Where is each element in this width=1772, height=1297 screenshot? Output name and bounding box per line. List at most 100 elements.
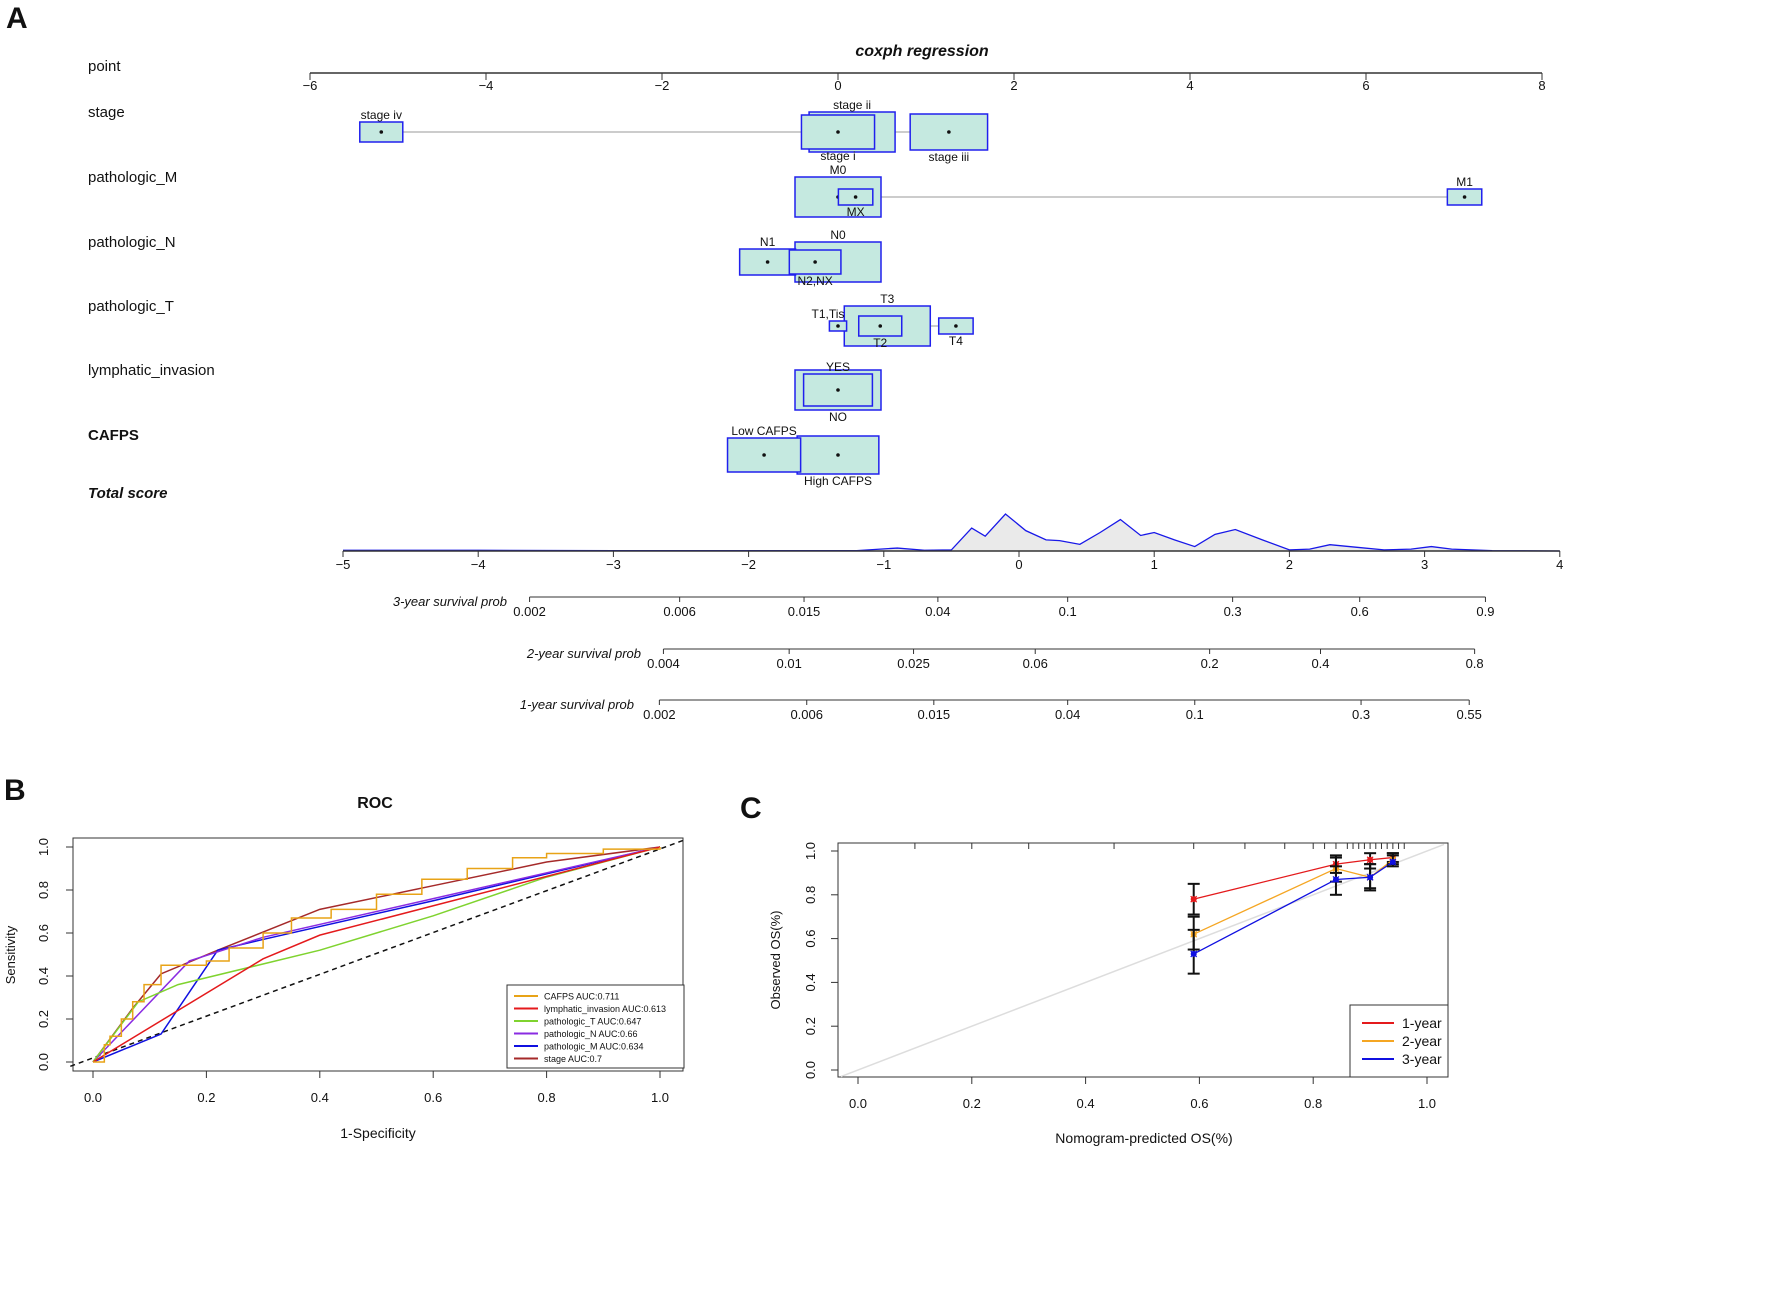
variable-label: pathologic_N (88, 234, 176, 251)
cal-x-marker (1366, 873, 1374, 881)
roc-legend-label: pathologic_T AUC:0.647 (544, 1017, 641, 1027)
level-label: M0 (830, 163, 847, 177)
roc-x-label: 1-Specificity (340, 1125, 415, 1141)
level-label: T3 (880, 292, 894, 306)
roc-x-tick-label: 0.6 (424, 1090, 442, 1105)
point-axis-label: point (88, 58, 121, 75)
cal-x-label: Nomogram-predicted OS(%) (1055, 1130, 1232, 1146)
level-label: Low CAFPS (731, 424, 796, 438)
survival-tick-label: 0.025 (897, 656, 930, 671)
roc-y-tick-label: 0.0 (36, 1053, 51, 1071)
cal-x-marker (1366, 856, 1374, 864)
level-point (836, 324, 840, 328)
level-label: High CAFPS (804, 474, 872, 488)
survival-tick-label: 0.015 (918, 707, 951, 722)
nomogram-title: coxph regression (855, 43, 989, 60)
cal-x-marker (1190, 950, 1198, 958)
variable-label: pathologic_M (88, 169, 177, 186)
density-curve (343, 513, 1560, 552)
survival-tick-label: 0.3 (1352, 707, 1370, 722)
level-label: T4 (949, 334, 963, 348)
point-axis-tick-label: −2 (655, 78, 670, 93)
survival-tick-label: 0.1 (1186, 707, 1204, 722)
roc-legend-label: pathologic_N AUC:0.66 (544, 1029, 638, 1039)
cal-y-label: Observed OS(%) (768, 911, 783, 1010)
level-label: stage ii (833, 98, 871, 112)
cal-y-tick-label: 0.4 (803, 973, 818, 991)
survival-tick-label: 0.01 (777, 656, 802, 671)
variable-label: stage (88, 104, 125, 121)
roc-x-tick-label: 0.0 (84, 1090, 102, 1105)
survival-tick-label: 0.002 (513, 604, 546, 619)
point-axis-tick-label: 0 (834, 78, 841, 93)
roc-x-tick-label: 0.2 (197, 1090, 215, 1105)
level-point (853, 195, 858, 199)
survival-tick-label: 0.9 (1476, 604, 1494, 619)
cal-line (1193, 859, 1394, 935)
cal-y-tick-label: 0.2 (803, 1017, 818, 1035)
cal-x-tick-label: 0.0 (849, 1096, 867, 1111)
roc-legend-label: CAFPS AUC:0.711 (544, 992, 619, 1002)
point-axis-tick-label: −4 (479, 78, 494, 93)
level-point (954, 324, 958, 328)
total-score-tick-label: 4 (1556, 557, 1563, 572)
total-score-tick-label: 3 (1421, 557, 1428, 572)
variable-label: lymphatic_invasion (88, 362, 215, 379)
cal-x-tick-label: 0.4 (1077, 1096, 1095, 1111)
point-axis-tick-label: −6 (303, 78, 318, 93)
roc-title: ROC (357, 795, 393, 812)
level-point (813, 260, 817, 264)
cal-legend-label: 3-year (1402, 1051, 1442, 1067)
cal-x-marker (1190, 895, 1198, 903)
cal-ideal-line (840, 843, 1445, 1078)
level-label: N0 (830, 228, 846, 242)
point-axis-tick-label: 8 (1538, 78, 1545, 93)
total-score-tick-label: −4 (471, 557, 486, 572)
total-score-label: Total score (88, 485, 167, 502)
cal-x-tick-label: 1.0 (1418, 1096, 1436, 1111)
survival-tick-label: 0.04 (1055, 707, 1080, 722)
survival-tick-label: 0.006 (663, 604, 696, 619)
cal-line (1193, 856, 1393, 900)
roc-y-tick-label: 0.6 (36, 924, 51, 942)
total-score-tick-label: 1 (1151, 557, 1158, 572)
roc-legend-label: lymphatic_invasion AUC:0.613 (544, 1004, 666, 1014)
level-label: NO (829, 410, 847, 424)
total-score-tick-label: −3 (606, 557, 621, 572)
survival-tick-label: 0.006 (790, 707, 823, 722)
survival-tick-label: 0.004 (647, 656, 680, 671)
level-point (947, 130, 951, 134)
level-point (836, 388, 840, 392)
level-label: T2 (873, 336, 887, 350)
roc-curve (93, 847, 661, 1063)
roc-legend (506, 984, 685, 1069)
cal-x-marker (1389, 858, 1397, 866)
cal-y-tick-label: 1.0 (803, 842, 818, 860)
cal-y-tick-label: 0.6 (803, 930, 818, 948)
level-label: MX (847, 205, 865, 219)
point-axis-tick-label: 6 (1362, 78, 1369, 93)
roc-x-tick-label: 0.4 (311, 1090, 329, 1105)
roc-legend-label: pathologic_M AUC:0.634 (544, 1042, 644, 1052)
level-point (836, 130, 840, 134)
total-score-tick-label: −1 (876, 557, 891, 572)
level-point (1462, 195, 1467, 199)
survival-tick-label: 0.4 (1311, 656, 1329, 671)
cal-x-tick-label: 0.2 (963, 1096, 981, 1111)
roc-x-tick-label: 1.0 (651, 1090, 669, 1105)
level-point (878, 324, 883, 328)
level-point (765, 260, 770, 264)
calibration-plot-frame (837, 842, 1449, 1078)
survival-axis-label: 1-year survival prob (520, 697, 634, 712)
point-axis-tick-label: 4 (1186, 78, 1193, 93)
survival-tick-label: 0.3 (1224, 604, 1242, 619)
cal-legend-label: 1-year (1402, 1015, 1442, 1031)
level-label: M1 (1456, 175, 1473, 189)
cal-y-tick-label: 0.8 (803, 886, 818, 904)
survival-tick-label: 0.8 (1466, 656, 1484, 671)
survival-axis-label: 3-year survival prob (393, 594, 507, 609)
panel-label: C (740, 792, 762, 825)
level-label: stage iv (361, 108, 402, 122)
roc-x-tick-label: 0.8 (538, 1090, 556, 1105)
